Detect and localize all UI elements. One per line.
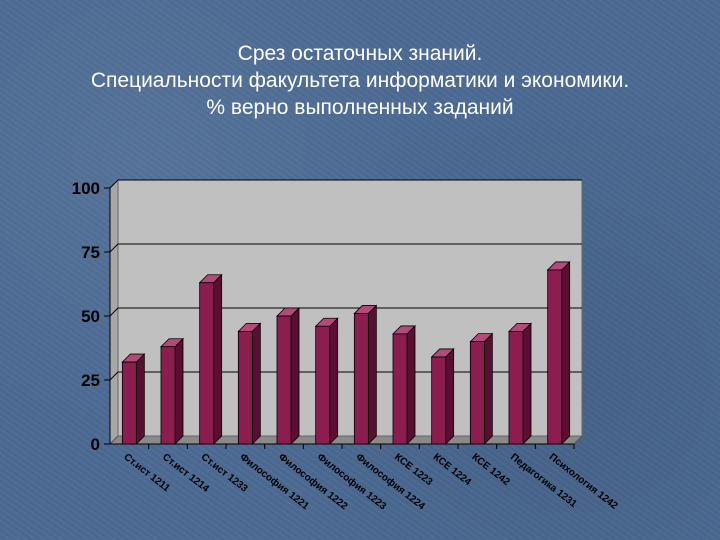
- x-tick-label: Психология 1242: [547, 452, 620, 512]
- bar: [237, 330, 253, 445]
- gridline-side: [109, 243, 119, 253]
- y-tick-label: 25: [81, 371, 100, 390]
- chart-title-line-3: % верно выполненных заданий: [206, 96, 514, 119]
- bar-side: [174, 337, 184, 445]
- bar: [315, 325, 331, 445]
- y-tick-label: 0: [91, 435, 100, 454]
- bar: [431, 356, 447, 445]
- chart-title: Срез остаточных знаний. Специальности фа…: [0, 40, 720, 121]
- bar-side: [522, 322, 532, 445]
- bar: [121, 361, 137, 445]
- x-tick-label: Философия 1222: [276, 451, 350, 513]
- bar-side: [213, 273, 223, 445]
- bar-side: [367, 304, 377, 445]
- bar-side: [561, 260, 571, 445]
- y-tick-label: 100: [72, 179, 100, 198]
- bar: [199, 282, 215, 445]
- x-tick-label: КСЕ 1224: [431, 452, 473, 489]
- y-tick-label: 75: [81, 243, 100, 262]
- gridline-side: [109, 371, 119, 381]
- y-tick-label: 50: [81, 307, 100, 326]
- bar-side: [406, 324, 416, 445]
- gridline-side: [109, 307, 119, 317]
- gridline-side: [109, 179, 119, 189]
- x-tick-label: Философия 1221: [237, 451, 311, 513]
- x-tick-label: Педагогика 1231: [508, 452, 579, 511]
- bar: [469, 341, 485, 445]
- bar: [276, 315, 292, 445]
- bar-side: [251, 322, 261, 445]
- bar-side: [445, 347, 455, 445]
- bar-side: [135, 353, 145, 445]
- bar: [508, 330, 524, 445]
- x-tick-label: КСЕ 1242: [469, 452, 511, 489]
- bar-side: [290, 307, 300, 445]
- chart-title-line-1: Срез остаточных знаний.: [237, 42, 483, 65]
- bar: [160, 346, 176, 445]
- bar: [547, 269, 563, 445]
- bar: [392, 333, 408, 445]
- x-tick-label: Философия 1224: [353, 451, 427, 513]
- x-tick-label: Философия 1223: [315, 451, 389, 513]
- bar-side: [329, 317, 339, 445]
- bar-side: [483, 332, 493, 445]
- bar: [353, 313, 369, 445]
- chart-title-line-2: Специальности факультета информатики и э…: [90, 69, 630, 92]
